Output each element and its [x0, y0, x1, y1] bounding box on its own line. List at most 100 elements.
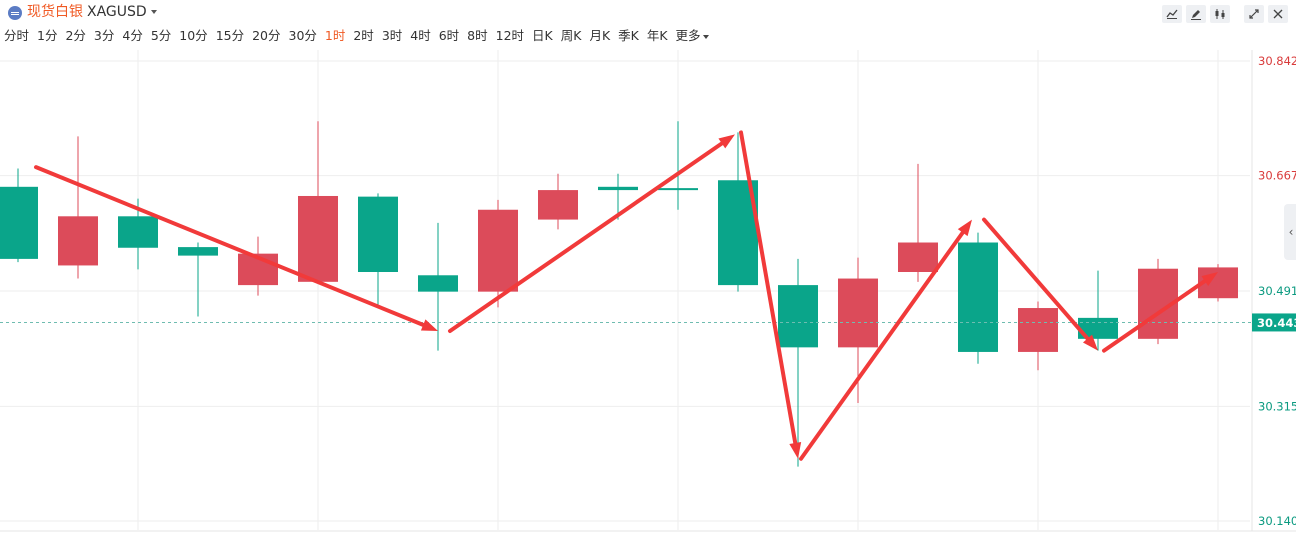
trend-arrow-shaft: [1102, 277, 1210, 353]
candle: [898, 163, 938, 282]
pencil-icon[interactable]: [1186, 5, 1206, 23]
candle: [958, 232, 998, 364]
current-price-label: 30.443: [1257, 316, 1296, 330]
candle: [418, 222, 458, 351]
period-tab[interactable]: 周K: [560, 28, 582, 43]
candle-body: [958, 242, 998, 352]
trend-arrow: [799, 219, 972, 461]
candle-body: [658, 188, 698, 191]
period-tab[interactable]: 分时: [4, 28, 30, 43]
trend-arrow: [448, 134, 735, 333]
candlestick-icon[interactable]: [1210, 5, 1230, 23]
current-price-badge: 30.443: [1252, 313, 1296, 332]
toolbar: [1158, 5, 1288, 23]
trend-arrow-head: [718, 134, 735, 149]
price-axis: 30.842 30.667 30.491 30.315 30.140 30.443: [1252, 54, 1296, 528]
candle-body: [838, 278, 878, 348]
period-tab[interactable]: 3时: [381, 28, 403, 43]
period-tab[interactable]: 6时: [438, 28, 460, 43]
trend-arrow: [982, 217, 1098, 351]
period-tab[interactable]: 2分: [65, 28, 86, 43]
trend-arrow: [34, 165, 438, 331]
candle-body: [898, 242, 938, 272]
more-periods-label: 更多: [675, 28, 701, 43]
period-tab[interactable]: 2时: [353, 28, 374, 43]
candle: [718, 132, 758, 292]
price-tick-label: 30.667: [1258, 169, 1296, 183]
trend-arrow: [1102, 271, 1218, 353]
candle: [298, 121, 338, 284]
period-tab[interactable]: 年K: [646, 28, 668, 43]
candle: [0, 168, 38, 263]
candle-body: [358, 196, 398, 272]
candle: [238, 236, 278, 296]
grid-lines: [0, 50, 1296, 532]
trend-arrow-shaft: [799, 227, 967, 461]
candle: [58, 136, 98, 279]
candle: [178, 242, 218, 317]
candle: [478, 199, 518, 308]
candle-body: [598, 186, 638, 191]
instrument-selector[interactable]: 现货白银 XAGUSD: [27, 3, 157, 21]
period-tab[interactable]: 10分: [179, 28, 208, 43]
candle-body: [478, 209, 518, 292]
trend-arrow-head: [1201, 271, 1218, 287]
close-icon[interactable]: [1268, 5, 1288, 23]
trend-arrows: [34, 130, 1218, 461]
period-tab[interactable]: 12时: [495, 28, 525, 43]
candle: [1078, 270, 1118, 351]
silver-logo-icon: [8, 6, 22, 20]
candle-body: [418, 275, 458, 292]
candle-body: [778, 285, 818, 348]
chart-header: 现货白银 XAGUSD: [0, 0, 1296, 26]
price-tick-label: 30.491: [1258, 284, 1296, 298]
candle-body: [178, 247, 218, 256]
period-tab[interactable]: 1时: [324, 28, 346, 43]
period-tab[interactable]: 3分: [93, 28, 115, 43]
trend-arrow: [739, 130, 802, 459]
period-tabs: 分时 1分 2分 3分 4分 5分 10分 15分 20分 30分 1时 2时 3时 4时 6时 8时 12时日…: [0, 28, 713, 46]
trend-arrow-head: [789, 441, 802, 459]
expand-icon[interactable]: [1244, 5, 1264, 23]
chevron-down-icon: [150, 10, 157, 14]
trend-arrow-shaft: [982, 217, 1092, 343]
trend-arrow-shaft: [739, 130, 798, 449]
period-tab[interactable]: 30分: [288, 28, 317, 43]
candle-body: [1018, 308, 1058, 352]
period-tab[interactable]: 20分: [252, 28, 281, 43]
period-tab[interactable]: 8时: [467, 28, 488, 43]
period-tab[interactable]: 1分: [37, 28, 58, 43]
trend-arrow-shaft: [448, 139, 727, 333]
instrument-name: 现货白银: [27, 4, 83, 20]
panel-toggle-chevron-left-icon[interactable]: ‹: [1284, 204, 1296, 260]
price-tick-label: 30.140: [1258, 514, 1296, 528]
candle: [358, 193, 398, 305]
period-tab[interactable]: 4分: [122, 28, 143, 43]
candles: [0, 121, 1238, 467]
period-tab[interactable]: 季K: [618, 28, 639, 43]
price-tick-label: 30.842: [1258, 54, 1296, 68]
period-tab[interactable]: 4时: [410, 28, 431, 43]
candle-body: [0, 186, 38, 259]
candle: [1018, 301, 1058, 371]
candle: [598, 173, 638, 220]
trend-arrow-head: [957, 219, 972, 237]
trend-arrow-head: [1082, 334, 1098, 351]
more-periods-dropdown[interactable]: 更多: [672, 28, 713, 46]
candle: [538, 173, 578, 230]
candle-body: [538, 190, 578, 220]
candle: [778, 258, 818, 467]
trend-arrow-head: [420, 319, 438, 331]
candle-body: [298, 195, 338, 282]
price-tick-label: 30.315: [1258, 399, 1296, 413]
period-tab[interactable]: 月K: [589, 28, 611, 43]
period-tab[interactable]: 5分: [150, 28, 172, 43]
period-tab[interactable]: 日K: [532, 28, 553, 43]
trend-line-icon[interactable]: [1162, 5, 1182, 23]
candle-body: [1078, 317, 1118, 339]
instrument-code: XAGUSD: [87, 4, 147, 20]
trend-arrow-shaft: [34, 165, 429, 329]
period-tab[interactable]: 15分: [215, 28, 245, 43]
current-price-badge-bg: [1252, 313, 1296, 332]
